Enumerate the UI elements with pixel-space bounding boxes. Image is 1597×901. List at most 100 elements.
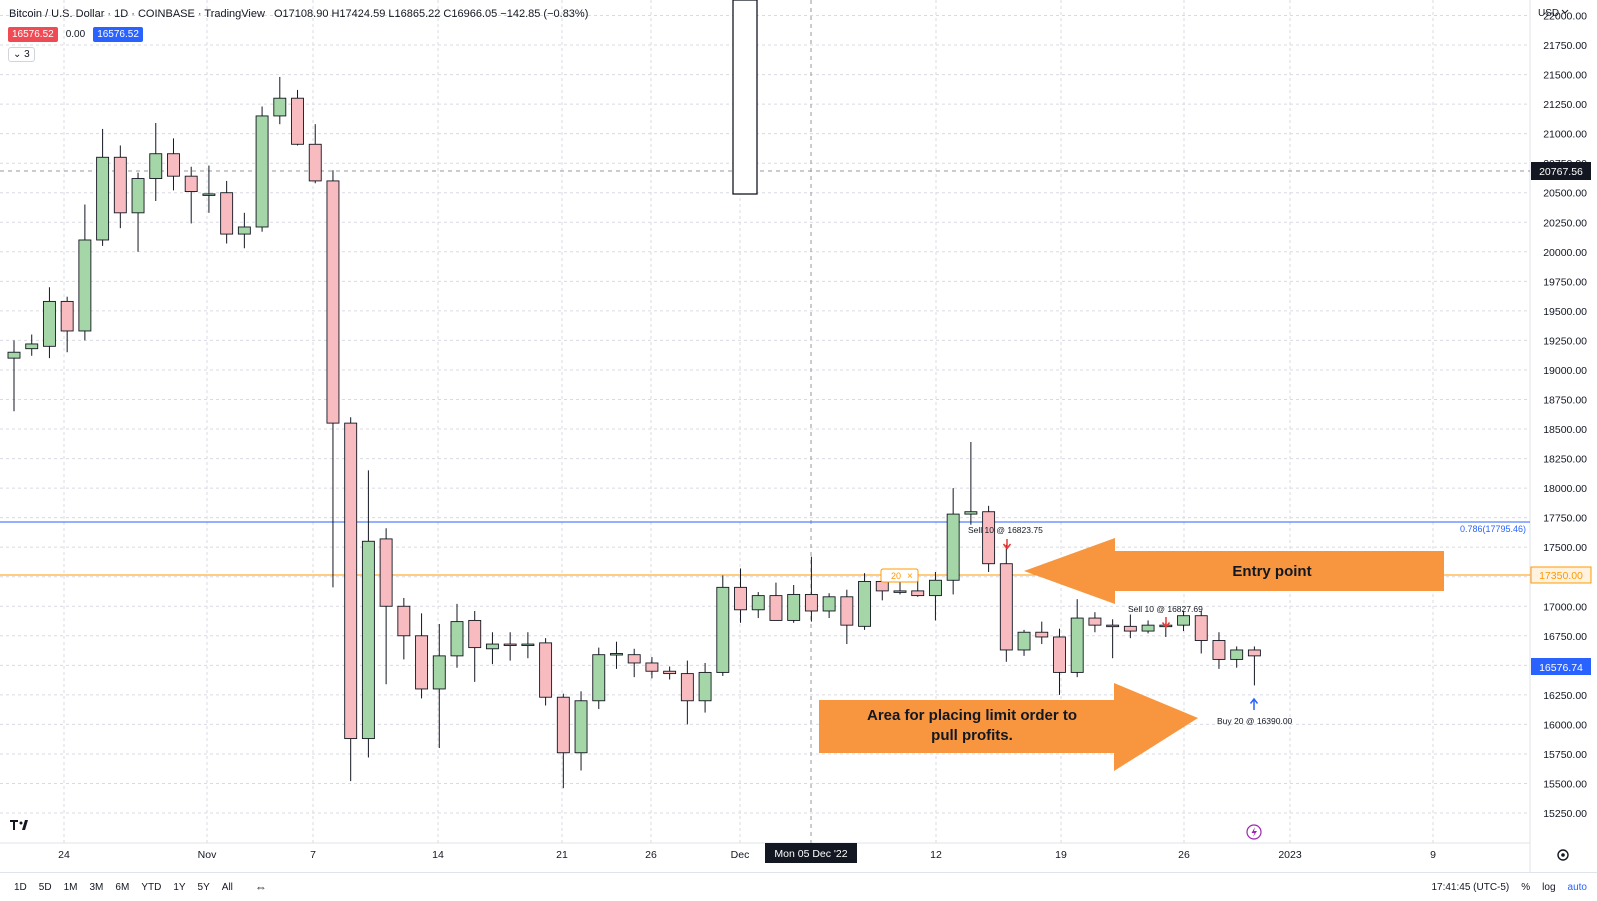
candle-up (822, 593, 836, 619)
candle-up (7, 340, 21, 412)
candle-up (485, 632, 499, 665)
candle-down (1088, 612, 1102, 633)
timeframe-1d[interactable]: 1D (14, 881, 27, 893)
candle-down (999, 544, 1013, 662)
candle-down (680, 660, 694, 725)
auto-toggle[interactable]: auto (1567, 881, 1587, 893)
entry-point-text: Entry point (1232, 563, 1311, 580)
candle-down (911, 579, 925, 597)
candle-down (982, 505, 996, 572)
time-tick-label: 7 (310, 849, 316, 861)
timeframe-5d[interactable]: 5D (38, 881, 52, 893)
timeframe-1y[interactable]: 1Y (173, 881, 186, 893)
ohlc-values: O17108.90 H17424.59 L16865.22 C16966.05 … (274, 8, 589, 20)
candle-down (60, 296, 74, 353)
candle-up (1141, 620, 1155, 634)
timeframe-1m[interactable]: 1M (63, 881, 78, 893)
crosshair-date: Mon 05 Dec '22 (774, 848, 847, 860)
timeframe-5y[interactable]: 5Y (197, 881, 210, 893)
price-tick-label: 22000.00 (1543, 11, 1587, 23)
limit-order-text-1: Area for placing limit order to (867, 707, 1077, 724)
log-toggle[interactable]: log (1542, 881, 1556, 893)
price-tick-label: 20000.00 (1543, 247, 1587, 259)
candle-down (1194, 610, 1208, 654)
spread-value: 0.00 (65, 29, 86, 40)
last-price-badge: 16576.74 (1531, 658, 1591, 675)
limit-order-arrow: Area for placing limit order to pull pro… (819, 683, 1198, 771)
candle-up (202, 165, 216, 213)
order-tag[interactable]: 20 × (880, 568, 919, 583)
indicators-collapse-button[interactable]: ⌄ 3 (8, 47, 35, 62)
candle-up (1230, 646, 1244, 668)
price-tick-label: 20250.00 (1543, 217, 1587, 229)
time-axis[interactable]: 24 Nov 7 14 21 26 Dec 12 19 26 2023 9 (58, 849, 1436, 861)
timeframe-all[interactable]: All (221, 881, 233, 893)
gear-icon[interactable] (1557, 849, 1569, 861)
price-tick-label: 16750.00 (1543, 631, 1587, 643)
candle-down (804, 556, 818, 622)
candle-down (627, 648, 641, 678)
chart-grid (0, 0, 1530, 843)
time-tick-label: 19 (1055, 849, 1067, 861)
candle-up (25, 334, 39, 356)
price-tick-label: 18500.00 (1543, 424, 1587, 436)
price-tick-label: 17000.00 (1543, 601, 1587, 613)
candle-up (858, 573, 872, 630)
order-close-icon[interactable]: × (907, 571, 913, 582)
price-tick-label: 16250.00 (1543, 690, 1587, 702)
candle-down (1106, 619, 1120, 659)
timeframe-ytd[interactable]: YTD (141, 881, 162, 893)
candle-down (291, 89, 304, 146)
price-tick-label: 18000.00 (1543, 483, 1587, 495)
candle-down (415, 613, 429, 699)
price-tick-label: 19750.00 (1543, 276, 1587, 288)
price-tick-label: 18750.00 (1543, 394, 1587, 406)
clock[interactable]: 17:41:45 (UTC-5) (1431, 881, 1510, 893)
lightning-icon[interactable] (1246, 824, 1262, 840)
date-range-icon[interactable]: ⇔ (254, 880, 267, 894)
crosshair-price: 20767.56 (1539, 166, 1583, 178)
candle-up (716, 575, 730, 676)
price-tick-label: 15500.00 (1543, 778, 1587, 790)
candle-up (1070, 599, 1084, 678)
buy-marker: Buy 20 @ 16390.00 (1217, 716, 1293, 726)
candle-down (184, 166, 198, 224)
percent-toggle[interactable]: % (1521, 881, 1531, 893)
candle-up (149, 123, 163, 201)
sell-arrow-1-icon (1002, 539, 1012, 550)
candle-up (42, 287, 56, 359)
currency-chevron-icon[interactable] (1561, 9, 1569, 14)
candle-up (237, 212, 251, 249)
candle-down (468, 610, 482, 682)
candle-up (96, 128, 110, 246)
candle-up (450, 603, 464, 668)
order-price-badge: 17350.00 (1530, 566, 1592, 584)
currency-label[interactable]: USD (1538, 8, 1559, 19)
sell-marker-2: Sell 10 @ 16827.69 (1128, 604, 1203, 614)
buy-button[interactable]: 16576.52 (93, 27, 143, 42)
sell-marker-1: Sell 10 @ 16823.75 (968, 525, 1043, 535)
price-tick-label: 15750.00 (1543, 749, 1587, 761)
candle-up (592, 647, 606, 710)
candle-down (1035, 621, 1049, 645)
time-tick-label: 12 (930, 849, 942, 861)
candle-up (1017, 629, 1031, 656)
time-tick-label: 26 (645, 849, 657, 861)
buy-arrow-icon (1249, 697, 1259, 710)
candle-down (326, 170, 340, 588)
order-qty: 20 (891, 571, 901, 581)
price-tick-label: 15250.00 (1543, 808, 1587, 820)
price-axis[interactable]: 22000.00 21750.00 21500.00 21250.00 21000.00… (1543, 11, 1587, 821)
time-tick-label: Nov (198, 849, 217, 861)
order-price: 17350.00 (1539, 570, 1583, 582)
candle-down (167, 138, 180, 191)
limit-order-text-2: pull profits. (931, 727, 1013, 744)
symbol-legend[interactable]: Bitcoin / U.S. Dollar · 1D · COINBASE · … (9, 8, 588, 20)
sell-button[interactable]: 16576.52 (8, 27, 58, 42)
symbol-title[interactable]: Bitcoin / U.S. Dollar · 1D · COINBASE · … (9, 8, 265, 20)
candle-up (964, 442, 978, 525)
timeframe-3m[interactable]: 3M (89, 881, 104, 893)
overlay-rect (732, 0, 758, 195)
timeframe-6m[interactable]: 6M (115, 881, 130, 893)
